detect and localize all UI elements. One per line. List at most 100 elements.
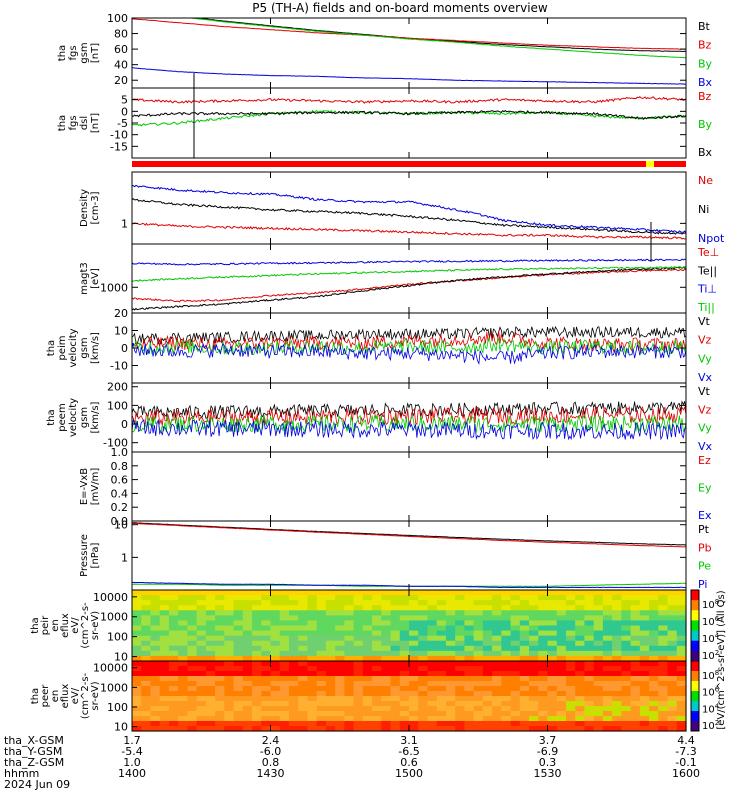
heatmap-cell	[658, 595, 669, 601]
heatmap-cell	[556, 600, 567, 606]
heatmap-cell	[298, 661, 309, 667]
heatmap-cell	[279, 620, 290, 627]
y-axis-label: [km/s]	[90, 401, 101, 433]
heatmap-cell	[667, 610, 678, 616]
heatmap-cell	[510, 706, 521, 712]
heatmap-cell	[242, 671, 253, 677]
heatmap-cell	[399, 645, 410, 652]
heatmap-cell	[215, 610, 225, 616]
heatmap-cell	[473, 615, 484, 622]
heatmap-cell	[298, 691, 309, 697]
heatmap-cell	[399, 716, 410, 722]
heatmap-cell	[215, 661, 225, 667]
heatmap-cell	[630, 701, 641, 707]
heatmap-cell	[621, 721, 632, 727]
heatmap-cell	[196, 681, 207, 687]
heatmap-cell	[621, 726, 632, 732]
heatmap-cell	[344, 620, 355, 627]
heatmap-cell	[362, 595, 373, 601]
heatmap-cell	[501, 645, 512, 652]
x-tick-z-gsm: 0.8	[262, 756, 280, 769]
heatmap-cell	[436, 671, 447, 677]
heatmap-cell	[630, 726, 641, 732]
heatmap-cell	[492, 600, 502, 606]
heatmap-cell	[445, 676, 456, 682]
heatmap-cell	[556, 610, 567, 616]
series-line-ti⊥	[131, 258, 687, 266]
heatmap-cell	[630, 661, 641, 667]
y-tick-label: 0	[121, 418, 128, 431]
heatmap-cell	[621, 681, 632, 687]
heatmap-cell	[427, 655, 438, 662]
heatmap-cell	[501, 671, 512, 677]
heatmap-cell	[159, 600, 170, 606]
heatmap-cell	[132, 676, 142, 682]
heatmap-cell	[575, 615, 586, 622]
heatmap-cell	[196, 635, 207, 642]
heatmap-cell	[399, 691, 410, 697]
heatmap-cell	[187, 590, 198, 596]
heatmap-cell	[519, 706, 530, 712]
heatmap-cell	[270, 590, 281, 596]
heatmap-cell	[132, 600, 142, 606]
heatmap-cell	[547, 681, 558, 687]
heatmap-cell	[325, 701, 336, 707]
heatmap-cell	[538, 615, 549, 622]
heatmap-cell	[381, 676, 392, 682]
heatmap-cell	[418, 686, 429, 692]
heatmap-cell	[316, 691, 327, 697]
series-line-vy	[131, 414, 687, 434]
heatmap-cell	[565, 615, 576, 622]
heatmap-cell	[344, 696, 355, 702]
heatmap-cell	[270, 681, 281, 687]
heatmap-cell	[233, 650, 244, 657]
legend-te⊥: Te⊥	[697, 246, 719, 259]
heatmap-cell	[519, 655, 530, 662]
heatmap-cell	[353, 721, 364, 727]
heatmap-cell	[288, 605, 299, 611]
heatmap-cell	[270, 610, 281, 616]
x-tick-y-gsm: -6.5	[398, 745, 419, 758]
heatmap-cell	[279, 605, 290, 611]
heatmap-cell	[344, 666, 355, 672]
heatmap-cell	[658, 600, 669, 606]
heatmap-cell	[418, 711, 429, 717]
heatmap-cell	[252, 671, 262, 677]
heatmap-cell	[418, 726, 429, 732]
heatmap-cell	[639, 605, 650, 611]
heatmap-cell	[649, 635, 659, 642]
heatmap-cell	[141, 671, 152, 677]
heatmap-cell	[676, 721, 687, 727]
heatmap-cell	[399, 620, 410, 627]
heatmap-cell	[325, 640, 336, 647]
heatmap-cell	[215, 645, 225, 652]
heatmap-cell	[298, 645, 309, 652]
heatmap-cell	[372, 721, 382, 727]
heatmap-cell	[168, 635, 179, 642]
heatmap-cell	[519, 615, 530, 622]
heatmap-cell	[445, 701, 456, 707]
heatmap-cell	[390, 661, 401, 667]
heatmap-cell	[353, 620, 364, 627]
heatmap-cell	[565, 691, 576, 697]
heatmap-cell	[455, 691, 465, 697]
heatmap-cell	[482, 615, 493, 622]
heatmap-cell	[399, 711, 410, 717]
heatmap-cell	[270, 696, 281, 702]
heatmap-cell	[649, 600, 659, 606]
heatmap-cell	[298, 721, 309, 727]
heatmap-cell	[242, 595, 253, 601]
heatmap-cell	[593, 610, 604, 616]
heatmap-cell	[593, 726, 604, 732]
heatmap-cell	[168, 681, 179, 687]
heatmap-cell	[547, 590, 558, 596]
heatmap-cell	[233, 721, 244, 727]
heatmap-cell	[242, 630, 253, 637]
heatmap-cell	[215, 595, 225, 601]
heatmap-cell	[205, 721, 216, 727]
heatmap-cell	[639, 691, 650, 697]
heatmap-cell	[427, 605, 438, 611]
heatmap-cell	[501, 661, 512, 667]
heatmap-cell	[224, 676, 235, 682]
